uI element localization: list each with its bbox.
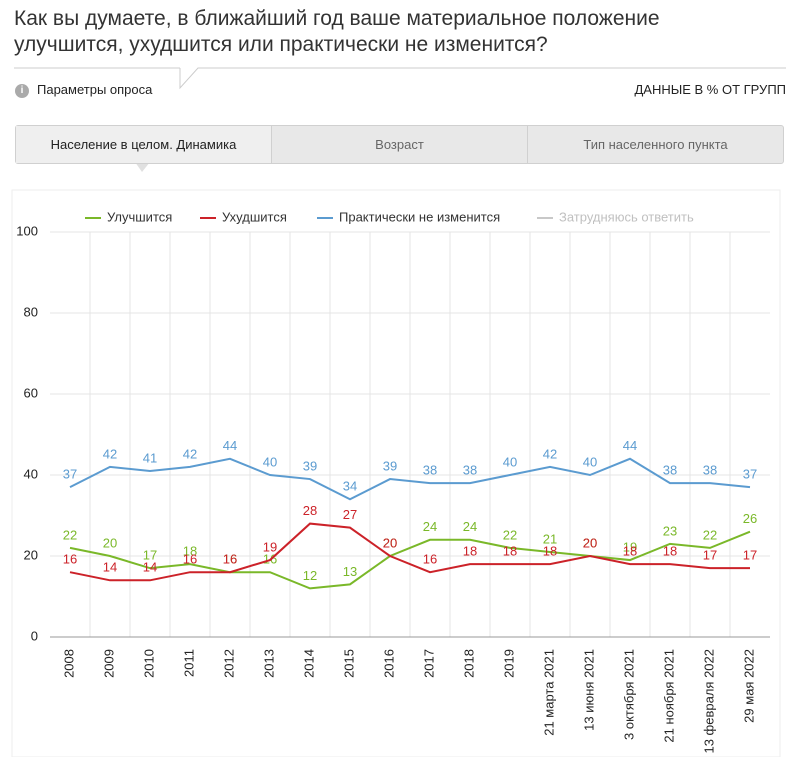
x-tick-label: 2013 bbox=[261, 649, 276, 678]
data-label: 16 bbox=[183, 552, 197, 567]
data-label: 20 bbox=[383, 535, 397, 550]
data-label: 38 bbox=[663, 463, 677, 478]
data-label: 24 bbox=[463, 519, 477, 534]
x-tick-label: 3 октября 2021 bbox=[621, 649, 636, 740]
data-label: 13 bbox=[343, 564, 357, 579]
data-label: 40 bbox=[503, 454, 517, 469]
data-label: 17 bbox=[703, 548, 717, 563]
x-tick-label: 2011 bbox=[181, 649, 196, 677]
legend-label: Практически не изменится bbox=[339, 209, 500, 224]
series-line bbox=[69, 457, 751, 501]
data-label: 41 bbox=[143, 450, 157, 465]
legend-label: Улучшится bbox=[107, 209, 172, 224]
x-tick-label: 2017 bbox=[421, 649, 436, 678]
y-tick-label: 100 bbox=[16, 223, 38, 238]
data-label: 16 bbox=[223, 552, 237, 567]
x-tick-label: 2008 bbox=[61, 649, 76, 678]
data-label: 20 bbox=[583, 535, 597, 550]
y-tick-label: 60 bbox=[24, 385, 38, 400]
data-label: 19 bbox=[623, 539, 637, 554]
data-label: 17 bbox=[143, 548, 157, 563]
data-label: 34 bbox=[343, 479, 357, 494]
x-tick-label: 2019 bbox=[501, 649, 516, 678]
series-line bbox=[69, 530, 751, 590]
params-link[interactable]: Параметры опроса bbox=[37, 82, 153, 97]
data-label: 16 bbox=[223, 552, 237, 567]
x-tick-label: 2016 bbox=[381, 649, 396, 678]
data-label: 14 bbox=[143, 560, 157, 575]
data-label: 22 bbox=[63, 527, 77, 542]
units-note: ДАННЫЕ В % ОТ ГРУПП bbox=[634, 82, 786, 97]
data-label: 40 bbox=[583, 454, 597, 469]
data-label: 17 bbox=[743, 548, 757, 563]
x-tick-label: 13 июня 2021 bbox=[581, 649, 596, 731]
data-label: 39 bbox=[303, 458, 317, 473]
data-label: 14 bbox=[103, 560, 117, 575]
x-tick-label: 2012 bbox=[221, 649, 236, 678]
data-label: 26 bbox=[743, 511, 757, 526]
data-label: 12 bbox=[303, 568, 317, 583]
y-tick-label: 0 bbox=[31, 628, 38, 643]
data-label: 38 bbox=[463, 463, 477, 478]
y-tick-label: 20 bbox=[24, 547, 38, 562]
chart-panel bbox=[11, 189, 781, 757]
data-label: 18 bbox=[543, 544, 557, 559]
data-label: 37 bbox=[63, 467, 77, 482]
tabs: Население в целом. Динамика Возраст Тип … bbox=[15, 125, 784, 164]
x-tick-label: 13 февраля 2022 bbox=[701, 649, 716, 754]
x-tick-label: 2018 bbox=[461, 649, 476, 678]
data-label: 27 bbox=[343, 507, 357, 522]
x-tick-label: 2015 bbox=[341, 649, 356, 678]
legend-label: Ухудшится bbox=[222, 209, 287, 224]
data-label: 42 bbox=[183, 446, 197, 461]
data-label: 42 bbox=[543, 446, 557, 461]
legend-label: Затрудняюсь ответить bbox=[559, 209, 694, 224]
tab-pointer bbox=[135, 162, 150, 172]
data-label: 18 bbox=[663, 544, 677, 559]
data-label: 16 bbox=[63, 552, 77, 567]
info-icon[interactable]: i bbox=[15, 84, 29, 98]
x-tick-label: 29 мая 2022 bbox=[741, 649, 756, 723]
data-label: 18 bbox=[503, 544, 517, 559]
x-tick-label: 2010 bbox=[141, 649, 156, 678]
page-title: Как вы думаете, в ближайший год ваше мат… bbox=[14, 7, 660, 56]
data-label: 16 bbox=[423, 552, 437, 567]
data-label: 18 bbox=[463, 544, 477, 559]
y-tick-label: 40 bbox=[24, 466, 38, 481]
data-label: 44 bbox=[223, 438, 237, 453]
data-label: 38 bbox=[703, 463, 717, 478]
data-label: 28 bbox=[303, 503, 317, 518]
data-label: 24 bbox=[423, 519, 437, 534]
x-tick-label: 21 ноября 2021 bbox=[661, 649, 676, 743]
data-label: 22 bbox=[503, 527, 517, 542]
x-tick-label: 2014 bbox=[301, 649, 316, 678]
data-label: 39 bbox=[383, 458, 397, 473]
data-label: 20 bbox=[583, 535, 597, 550]
tab[interactable]: Возраст bbox=[271, 126, 527, 163]
x-tick-label: 21 марта 2021 bbox=[541, 649, 556, 736]
divider bbox=[179, 67, 786, 90]
data-label: 18 bbox=[623, 544, 637, 559]
data-label: 18 bbox=[183, 544, 197, 559]
data-label: 23 bbox=[663, 523, 677, 538]
data-label: 44 bbox=[623, 438, 637, 453]
data-label: 38 bbox=[423, 463, 437, 478]
data-label: 21 bbox=[543, 531, 557, 546]
series-line bbox=[69, 522, 750, 582]
data-label: 22 bbox=[703, 527, 717, 542]
data-label: 20 bbox=[383, 535, 397, 550]
data-label: 40 bbox=[263, 454, 277, 469]
data-label: 19 bbox=[263, 539, 277, 554]
x-tick-label: 2009 bbox=[101, 649, 116, 678]
tab[interactable]: Тип населенного пункта bbox=[527, 126, 783, 163]
data-label: 42 bbox=[103, 446, 117, 461]
y-tick-label: 80 bbox=[24, 304, 38, 319]
data-label: 20 bbox=[103, 535, 117, 550]
data-label: 37 bbox=[743, 467, 757, 482]
tab[interactable]: Население в целом. Динамика bbox=[16, 126, 271, 163]
